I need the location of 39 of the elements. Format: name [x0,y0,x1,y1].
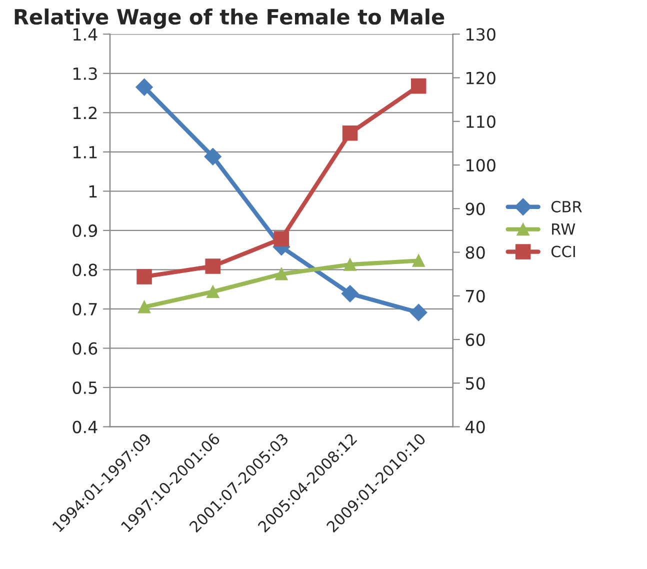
y-tick-label: 0.7 [72,302,97,316]
point [342,126,358,141]
point [412,254,425,267]
y2-tick-label: 50 [466,377,485,390]
point [344,258,356,271]
y2-tick-label: 60 [466,333,485,346]
chart-title: Relative Wage of the Female to Male [14,8,444,29]
point [410,304,428,322]
y-tick-label: 0.9 [72,224,98,238]
y-tick-label: 1.4 [74,28,98,40]
y-tick-label: 0.4 [72,420,98,434]
legend-label: CBR [551,200,582,212]
y-tick-label: 0.8 [72,264,98,276]
point [138,300,151,314]
legend-label: RW [552,224,576,235]
y2-tick-label: 70 [466,290,485,302]
y-tick-label: 1.3 [74,67,97,80]
y-tick-label: 1 [89,185,97,198]
point [275,268,288,280]
point [206,285,220,298]
y2-tick-label: 100 [466,158,496,172]
y-tick-label: 0.5 [72,381,97,394]
y-tick-label: 0.6 [72,342,98,355]
y2-tick-label: 80 [466,246,485,259]
point [136,78,153,96]
y2-tick-label: 130 [466,28,496,41]
point [341,285,359,302]
y2-tick-label: 120 [466,72,496,84]
y-tick-label: 1.2 [74,106,97,119]
point [410,78,426,94]
point [136,269,152,284]
y-tick-label: 1.1 [74,146,97,158]
y2-tick-label: 90 [466,202,485,216]
legend-label: CCI [551,246,575,258]
point [205,258,220,274]
y2-tick-label: 40 [466,420,485,434]
point [274,231,290,246]
y2-tick-label: 110 [466,115,496,128]
point [204,148,222,166]
